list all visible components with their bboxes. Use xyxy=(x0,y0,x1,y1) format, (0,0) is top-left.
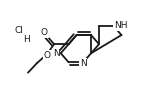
Text: NH: NH xyxy=(114,21,128,30)
Text: N: N xyxy=(53,49,60,58)
Text: O: O xyxy=(43,51,50,60)
Text: H: H xyxy=(23,35,30,44)
Text: Cl: Cl xyxy=(14,26,23,35)
Text: N: N xyxy=(80,59,87,68)
Text: O: O xyxy=(41,28,48,37)
